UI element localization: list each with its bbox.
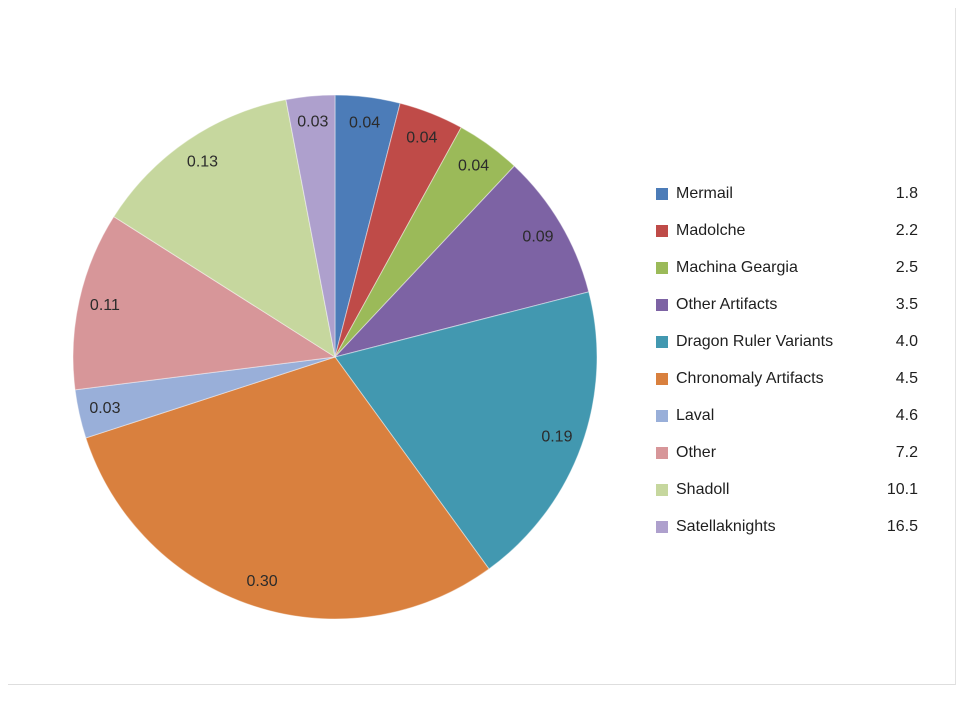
legend-item-shadoll[interactable]: Shadoll 10.1 xyxy=(656,471,918,508)
legend-series-name: Chronomaly Artifacts xyxy=(676,369,824,387)
legend-item-dragon-ruler-variants[interactable]: Dragon Ruler Variants 4.0 xyxy=(656,323,918,360)
slice-label-chronomaly-artifacts: 0.30 xyxy=(247,573,278,590)
pie-slice-chronomaly-artifacts[interactable] xyxy=(85,356,490,620)
legend-series-name: Dragon Ruler Variants xyxy=(676,332,834,350)
legend-series-value: 16.5 xyxy=(886,517,918,535)
legend-color-swatch-icon xyxy=(656,298,668,311)
legend-item-chronomaly-artifacts[interactable]: Chronomaly Artifacts 4.5 xyxy=(656,360,918,397)
legend-item-other[interactable]: Other 7.2 xyxy=(656,434,918,471)
pie-slice-other[interactable] xyxy=(72,215,337,391)
slice-label-satellaknights: 0.03 xyxy=(297,114,328,131)
legend-color-swatch-icon xyxy=(656,335,668,348)
slice-label-mermail: 0.04 xyxy=(349,115,380,132)
legend-color-swatch-icon xyxy=(656,446,668,459)
legend-series-name: Laval xyxy=(676,406,715,424)
slice-label-machina-geargia: 0.04 xyxy=(458,158,489,175)
legend-color-swatch-icon xyxy=(656,409,668,422)
legend-series-value: 2.5 xyxy=(895,258,918,276)
legend-item-machina-geargia[interactable]: Machina Geargia 2.5 xyxy=(656,249,918,286)
pie-slice-dragon-ruler-variants[interactable] xyxy=(334,291,598,570)
legend-color-swatch-icon xyxy=(656,483,668,496)
slice-label-other: 0.11 xyxy=(90,297,120,314)
legend-series-value: 3.5 xyxy=(895,295,918,313)
legend-series-name: Machina Geargia xyxy=(676,258,798,276)
legend-series-value: 4.0 xyxy=(895,332,918,350)
legend-color-swatch-icon xyxy=(656,520,668,533)
legend-series-value: 4.5 xyxy=(895,369,918,387)
chart-legend: Mermail 1.8 Madolche 2.2 Machina Geargia 2.5 O… xyxy=(656,175,918,545)
legend-series-name: Other Artifacts xyxy=(676,295,778,313)
pie-slice-madolche[interactable] xyxy=(334,102,462,358)
slice-label-dragon-ruler-variants: 0.19 xyxy=(541,428,572,445)
slice-label-laval: 0.03 xyxy=(89,400,120,417)
legend-series-value: 7.2 xyxy=(895,443,918,461)
legend-series-name: Other xyxy=(676,443,717,461)
legend-series-name: Satellaknights xyxy=(676,517,776,535)
legend-item-other-artifacts[interactable]: Other Artifacts 3.5 xyxy=(656,286,918,323)
pie-slice-other-artifacts[interactable] xyxy=(333,165,590,358)
legend-series-value: 4.6 xyxy=(895,406,918,424)
legend-series-name: Madolche xyxy=(676,221,746,239)
legend-item-laval[interactable]: Laval 4.6 xyxy=(656,397,918,434)
pie-slice-shadoll[interactable] xyxy=(113,99,336,359)
pie-slice-laval[interactable] xyxy=(74,356,336,439)
legend-item-mermail[interactable]: Mermail 1.8 xyxy=(656,175,918,212)
legend-series-value: 10.1 xyxy=(886,480,918,498)
legend-series-value: 2.2 xyxy=(895,221,918,239)
pie-slice-mermail[interactable] xyxy=(334,94,401,358)
pie-slice-satellaknights[interactable] xyxy=(285,94,336,358)
pie-slice-machina-geargia[interactable] xyxy=(334,126,516,358)
legend-color-swatch-icon xyxy=(656,187,668,200)
legend-series-name: Mermail xyxy=(676,184,733,202)
legend-color-swatch-icon xyxy=(656,261,668,274)
legend-color-swatch-icon xyxy=(656,224,668,237)
legend-color-swatch-icon xyxy=(656,372,668,385)
legend-item-madolche[interactable]: Madolche 2.2 xyxy=(656,212,918,249)
legend-item-satellaknights[interactable]: Satellaknights 16.5 xyxy=(656,508,918,545)
legend-series-name: Shadoll xyxy=(676,480,730,498)
slice-label-other-artifacts: 0.09 xyxy=(522,229,553,246)
slice-label-shadoll: 0.13 xyxy=(187,154,218,171)
legend-series-value: 1.8 xyxy=(895,184,918,202)
slice-label-madolche: 0.04 xyxy=(406,129,437,146)
